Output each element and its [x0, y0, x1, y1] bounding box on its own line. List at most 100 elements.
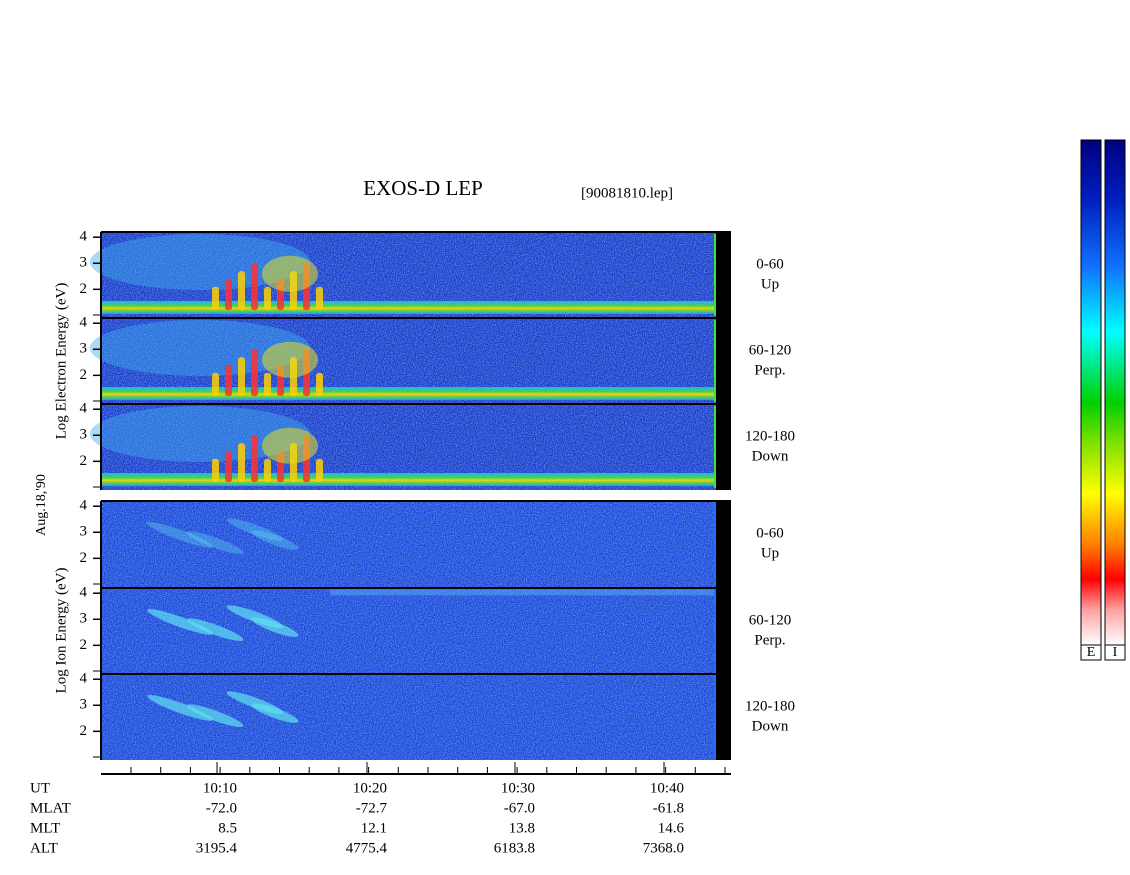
- no-data-strip: [716, 318, 731, 404]
- y-tick-label: 3: [80, 611, 88, 627]
- y-tick-label: 3: [80, 255, 88, 271]
- no-data-strip: [716, 501, 731, 587]
- no-data-strip: [716, 588, 731, 674]
- spectrogram-band: [330, 589, 716, 596]
- ephemeris-value: 8.5: [218, 820, 237, 836]
- spectrogram-streak: [251, 617, 299, 637]
- ephemeris-row-label: MLAT: [30, 800, 71, 816]
- spectrogram-burst: [264, 286, 271, 311]
- panel-label: Up: [761, 276, 779, 292]
- spectrogram-burst: [264, 372, 271, 397]
- y-tick-label: 4: [80, 229, 88, 245]
- panel-label: Down: [752, 718, 789, 734]
- spectrogram-band: [101, 387, 716, 401]
- ephemeris-row-label: UT: [30, 780, 50, 796]
- spectrogram-edge: [714, 234, 717, 316]
- ephemeris-value: 10:30: [501, 780, 535, 796]
- y-tick-label: 4: [80, 671, 88, 687]
- y-tick-label: 2: [80, 550, 88, 566]
- y-tick-label: 2: [80, 637, 88, 653]
- spectrogram-burst: [225, 364, 232, 397]
- panel-label: Perp.: [754, 632, 785, 648]
- date-label: Aug.18,'90: [34, 474, 49, 536]
- y-tick-label: 4: [80, 401, 88, 417]
- spectrogram-streak: [226, 518, 284, 541]
- spectrogram-streak: [251, 530, 299, 550]
- y-tick-label: 2: [80, 367, 88, 383]
- chart-title: EXOS-D LEP: [363, 176, 483, 200]
- spectrogram-burst: [251, 349, 258, 397]
- spectrogram-streak: [147, 695, 213, 721]
- spectrogram-burst: [238, 271, 245, 311]
- spectrogram-streak: [147, 609, 213, 635]
- y-tick-label: 2: [80, 453, 88, 469]
- spectrogram-burst: [316, 458, 323, 483]
- panel-label: 0-60: [756, 525, 784, 541]
- ephemeris-value: -72.7: [356, 800, 388, 816]
- panel-label: Perp.: [754, 362, 785, 378]
- file-label: [90081810.lep]: [581, 185, 673, 201]
- colorbar: [1104, 139, 1126, 646]
- y-tick-label: 3: [80, 524, 88, 540]
- spectrogram-edge: [714, 676, 717, 758]
- no-data-strip: [716, 674, 731, 760]
- colorbar: [1080, 139, 1102, 646]
- spectrogram-streak: [251, 703, 299, 723]
- ephemeris-value: -61.8: [653, 800, 684, 816]
- spectrogram-burst: [212, 286, 219, 311]
- ephemeris-value: 12.1: [361, 820, 387, 836]
- panel-label: 0-60: [756, 256, 784, 272]
- panel-label: 120-180: [745, 698, 795, 714]
- ephemeris-row-label: ALT: [30, 840, 58, 856]
- colorbar-label-box: [1104, 644, 1126, 661]
- spectrogram-burst: [264, 458, 271, 483]
- spectrogram-band: [101, 301, 716, 315]
- panel-label: 60-120: [749, 612, 792, 628]
- ephemeris-value: -72.0: [206, 800, 237, 816]
- ephemeris-value: 7368.0: [643, 840, 684, 856]
- spectrogram-streak: [186, 704, 244, 727]
- no-data-strip: [716, 232, 731, 318]
- spectrogram-burst: [316, 286, 323, 311]
- colorbar-label-box: [1080, 644, 1102, 661]
- y-tick-label: 3: [80, 427, 88, 443]
- colorbar-label: I: [1113, 645, 1118, 660]
- y-tick-label: 2: [80, 281, 88, 297]
- spectrogram-band: [101, 473, 716, 487]
- spectrogram-burst: [316, 372, 323, 397]
- y-tick-label: 2: [80, 723, 88, 739]
- y-tick-label: 3: [80, 697, 88, 713]
- y-tick-label: 4: [80, 585, 88, 601]
- spectrogram-burst: [238, 443, 245, 483]
- panel-label: 120-180: [745, 428, 795, 444]
- y-axis-label: Log Ion Energy (eV): [53, 568, 69, 694]
- y-tick-label: 3: [80, 341, 88, 357]
- ephemeris-value: 10:20: [353, 780, 387, 796]
- spectrogram-streak: [147, 522, 213, 548]
- spectrogram-streak: [186, 618, 244, 641]
- spectrogram-edge: [714, 320, 717, 402]
- y-axis-label: Log Electron Energy (eV): [53, 283, 69, 440]
- panel-label: Down: [752, 448, 789, 464]
- spectrogram-streak: [186, 531, 244, 554]
- panel-label: Up: [761, 545, 779, 561]
- spectrogram-edge: [714, 590, 717, 672]
- spectrogram-noise: [101, 501, 716, 587]
- no-data-strip: [716, 404, 731, 490]
- spectrogram-burst: [262, 341, 318, 378]
- ephemeris-value: 13.8: [509, 820, 535, 836]
- spectrogram-burst: [238, 357, 245, 397]
- spectrogram-burst: [262, 255, 318, 292]
- ephemeris-value: 10:40: [650, 780, 684, 796]
- ephemeris-value: 3195.4: [196, 840, 238, 856]
- ephemeris-value: 14.6: [658, 820, 685, 836]
- spectrogram-burst: [251, 263, 258, 311]
- ephemeris-value: 10:10: [203, 780, 237, 796]
- ephemeris-value: -67.0: [504, 800, 535, 816]
- ephemeris-row-label: MLT: [30, 820, 60, 836]
- spectrogram-edge: [714, 503, 717, 585]
- spectrogram-burst: [212, 458, 219, 483]
- y-tick-label: 4: [80, 498, 88, 514]
- panel-label: 60-120: [749, 342, 792, 358]
